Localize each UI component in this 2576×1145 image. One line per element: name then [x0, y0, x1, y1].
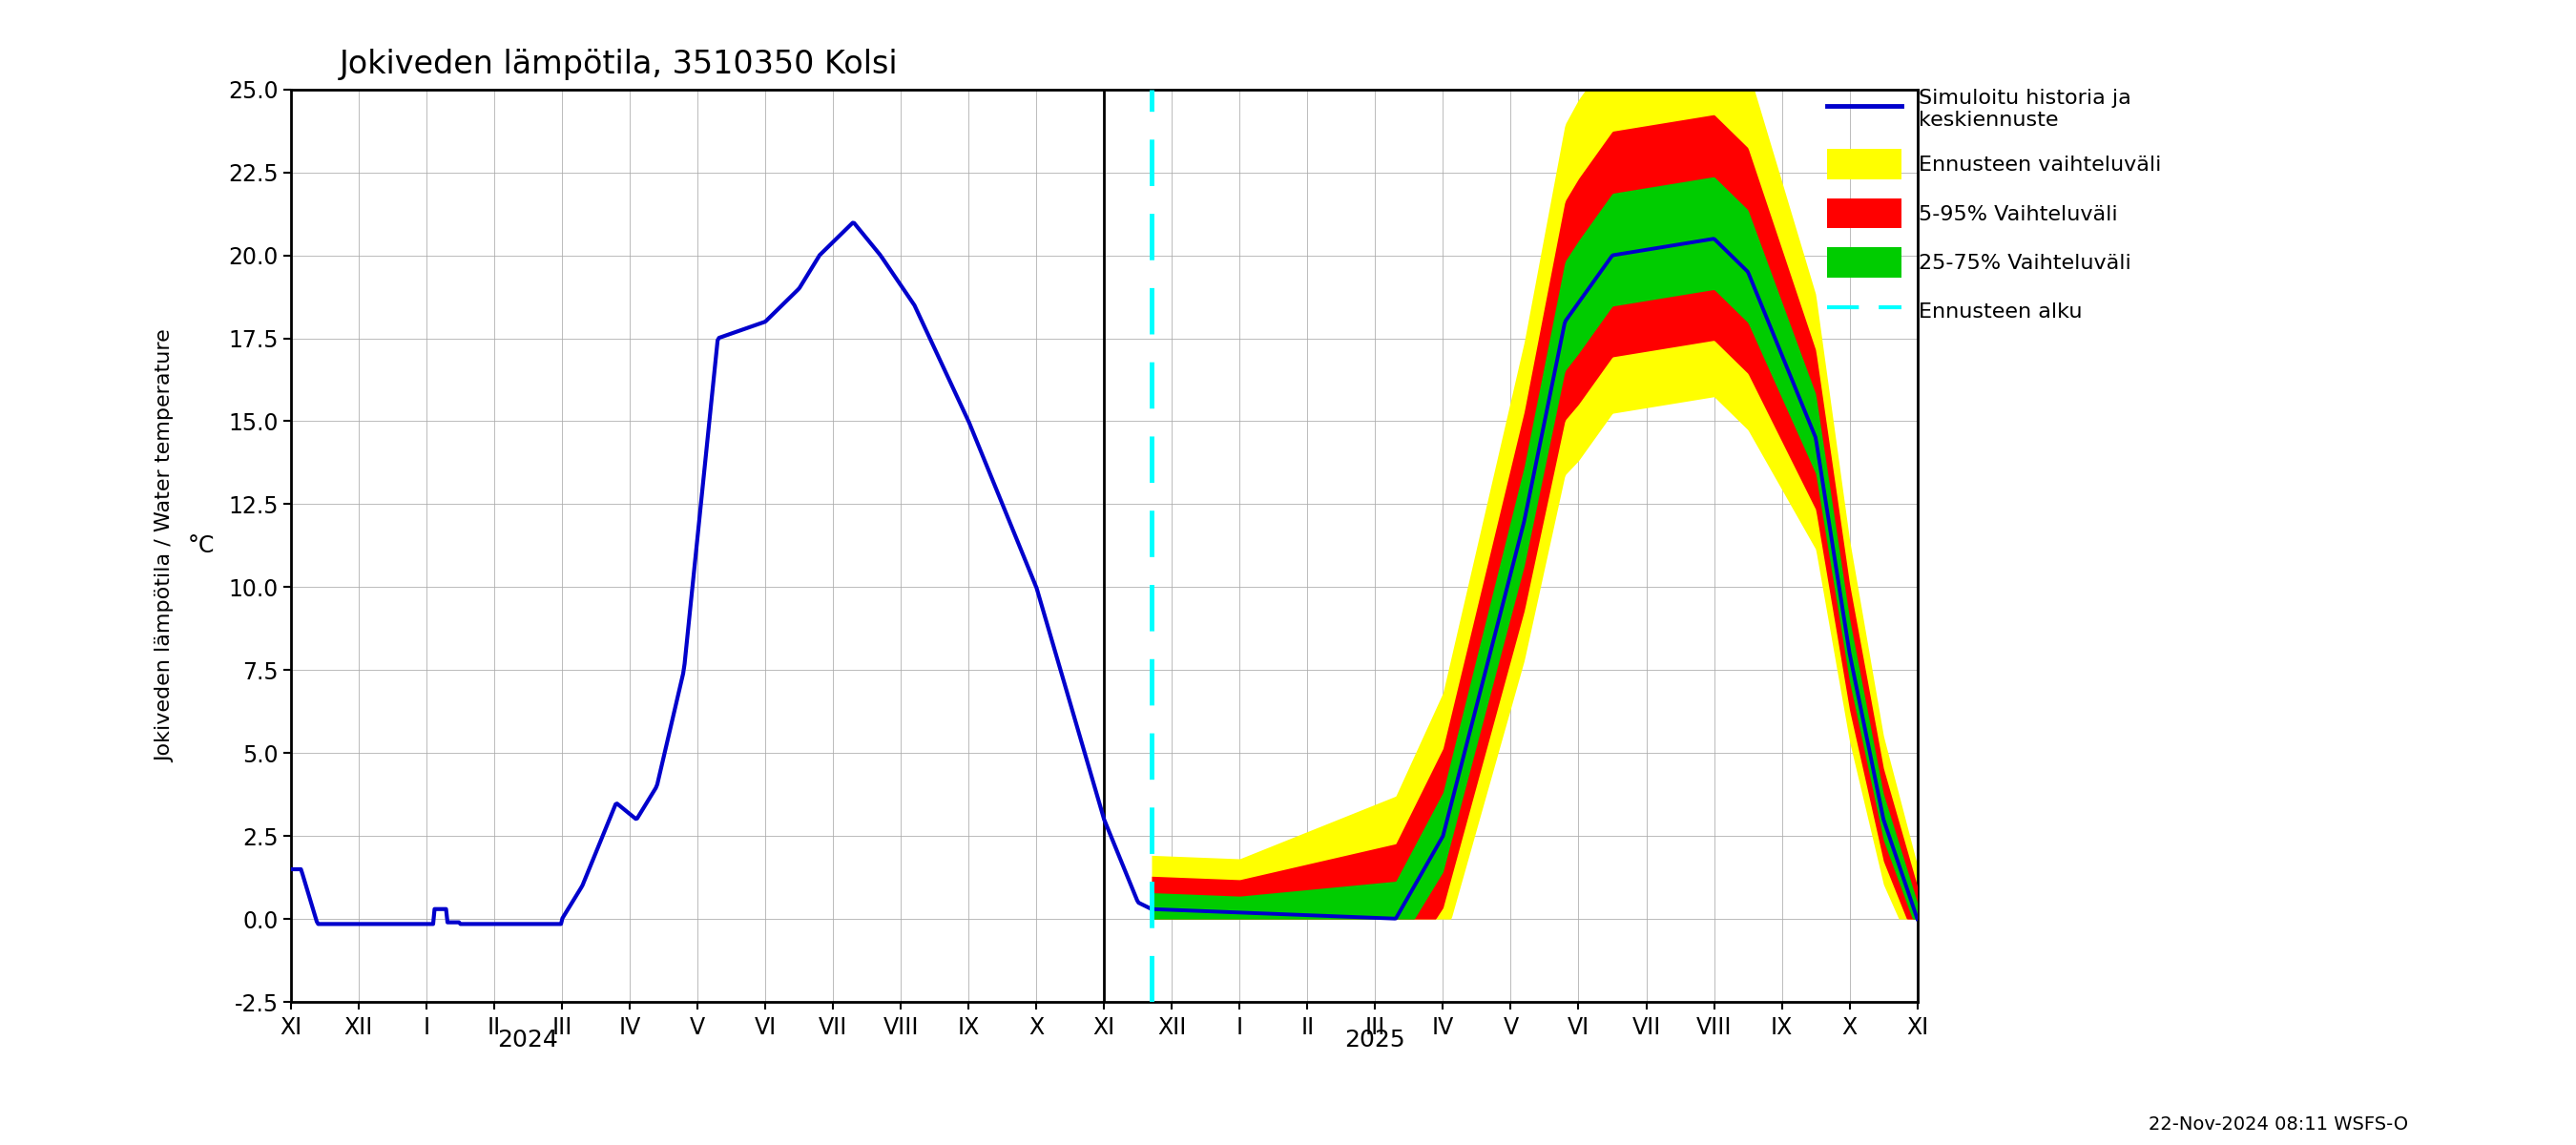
- Text: 22-Nov-2024 08:11 WSFS-O: 22-Nov-2024 08:11 WSFS-O: [2148, 1115, 2409, 1134]
- Y-axis label: Jokiveden lämpötila / Water temperature: Jokiveden lämpötila / Water temperature: [157, 330, 175, 763]
- Text: Jokiveden lämpötila, 3510350 Kolsi: Jokiveden lämpötila, 3510350 Kolsi: [340, 48, 899, 80]
- Text: °C: °C: [188, 535, 214, 558]
- Legend: Simuloitu historia ja
keskiennuste, Ennusteen vaihteluväli, 5-95% Vaihteluväli, : Simuloitu historia ja keskiennuste, Ennu…: [1819, 80, 2169, 334]
- Text: 2024: 2024: [497, 1028, 559, 1051]
- Text: 2025: 2025: [1345, 1028, 1406, 1051]
